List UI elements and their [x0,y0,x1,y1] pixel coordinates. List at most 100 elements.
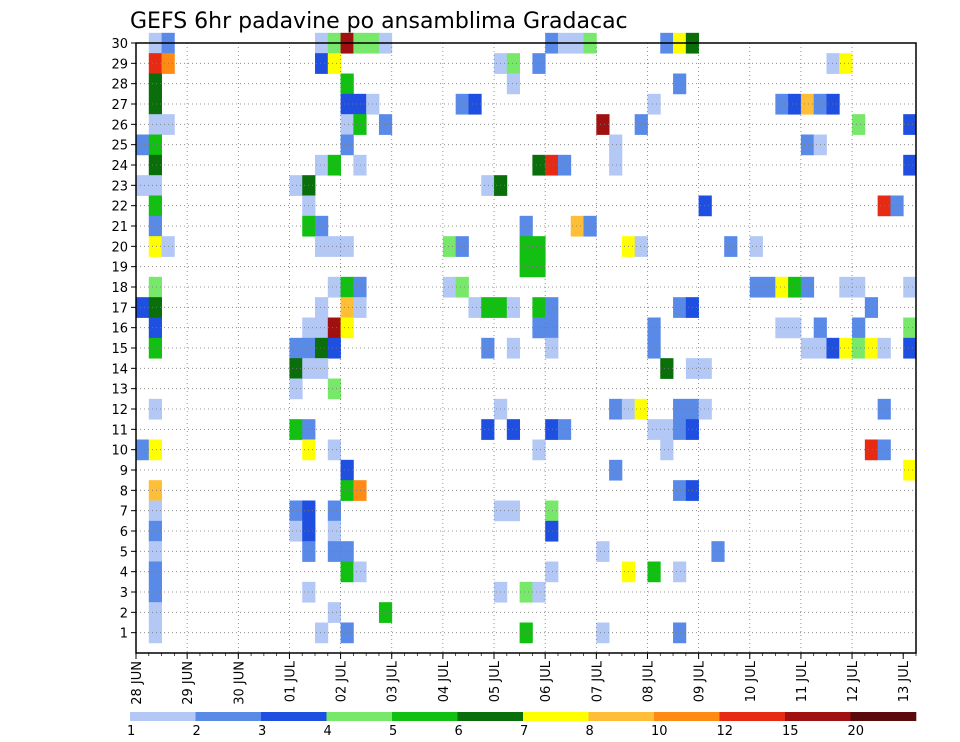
heatmap-cell [532,581,546,603]
heatmap-cell [673,622,687,644]
heatmap-cell [673,561,687,583]
heatmap-cell [788,317,802,339]
heatmap-cell [673,297,687,318]
heatmap-cell [519,215,533,237]
heatmap-cell [698,398,712,420]
heatmap-cell [327,337,341,359]
heatmap-cell [148,236,162,257]
heatmap-cell [826,337,840,359]
heatmap-cell [327,154,341,176]
heatmap-cell [327,276,341,298]
heatmap-cell [148,500,162,522]
heatmap-cell [481,175,495,196]
y-tick-label: 10 [111,444,128,459]
heatmap-cell [647,337,661,359]
y-axis: 1234567891011121314151617181920212223242… [111,37,136,642]
heatmap-cell [327,53,341,74]
heatmap-cell [148,337,162,359]
heatmap-cell [724,236,738,257]
heatmap-cell [647,93,661,115]
heatmap-cell [378,602,393,623]
y-tick-label: 9 [120,464,128,479]
heatmap-cell [148,439,162,461]
heatmap-cell [673,419,687,440]
heatmap-cell [903,154,917,176]
x-axis: 28 JUN 29 JUN 30 JUN 01 JUL 02 JUL 03 JUL 04 J… [130,653,917,705]
heatmap-cell [647,317,661,339]
y-tick-label: 20 [111,240,128,255]
heatmap-cells [136,32,917,644]
heatmap-cell [788,93,802,115]
heatmap-cell [353,154,367,176]
heatmap-cell [340,622,354,644]
heatmap-cell [315,53,329,74]
colorbar-label: 12 [717,724,734,739]
heatmap-cell [340,73,354,95]
heatmap-cell [353,480,367,501]
x-tick-label: 28 JUN [130,661,145,705]
heatmap-cell [327,236,341,257]
heatmap-cell [903,317,917,339]
heatmap-cell [864,337,879,359]
colorbar-segment [523,712,589,721]
y-tick-label: 12 [111,403,128,418]
heatmap-cell [136,134,150,156]
y-tick-label: 25 [111,139,128,154]
y-tick-label: 5 [120,545,128,560]
heatmap-cell [506,53,521,74]
heatmap-cell [148,93,162,115]
heatmap-cell [327,520,341,542]
heatmap-cell [353,297,367,318]
x-tick-label: 09 JUL [693,660,708,702]
heatmap-cell [545,317,559,339]
heatmap-cell [148,195,162,217]
y-tick-label: 16 [111,322,128,337]
y-tick-label: 30 [111,37,128,52]
x-tick-label: 10 JUL [744,660,759,702]
heatmap-cell [148,215,162,237]
heatmap-cell [148,602,162,623]
x-tick-label: 07 JUL [590,660,605,702]
heatmap-cell [775,276,789,298]
x-tick-label: 08 JUL [641,660,656,702]
heatmap-cell [634,114,648,135]
heatmap-cell [340,134,354,156]
heatmap-cell [596,114,610,135]
y-tick-label: 26 [111,118,128,133]
heatmap-cell [148,622,162,644]
heatmap-cell [839,276,853,298]
heatmap-cell [852,276,866,298]
heatmap-cell [148,276,162,298]
heatmap-cell [545,520,559,542]
colorbar: 1 2 3 4 5 6 7 8 10 12 15 20 [127,712,917,739]
heatmap-cell [660,439,674,461]
colorbar-label: 6 [455,724,463,739]
heatmap-cell [340,93,354,115]
heatmap-cell [852,317,866,339]
heatmap-cell [148,581,162,603]
heatmap-cell [545,297,559,318]
heatmap-cell [353,561,367,583]
heatmap-cell [442,236,457,257]
heatmap-cell [148,297,162,318]
heatmap-cell [826,93,840,115]
colorbar-segment [326,712,393,721]
colorbar-label: 3 [258,724,266,739]
heatmap-cell [609,134,623,156]
heatmap-cell [903,459,917,481]
heatmap-cell [148,154,162,176]
heatmap-cell [711,541,725,562]
heatmap-cell [545,154,559,176]
heatmap-cell [545,561,559,583]
x-tick-label: 30 JUN [232,661,247,705]
y-tick-label: 15 [111,342,128,357]
heatmap-cell [519,256,533,278]
colorbar-label: 4 [324,724,332,739]
heatmap-cell [468,297,482,318]
heatmap-cell [442,276,457,298]
heatmap-cell [532,439,546,461]
heatmap-cell [634,398,648,420]
heatmap-cell [353,276,367,298]
colorbar-label: 7 [520,724,528,739]
